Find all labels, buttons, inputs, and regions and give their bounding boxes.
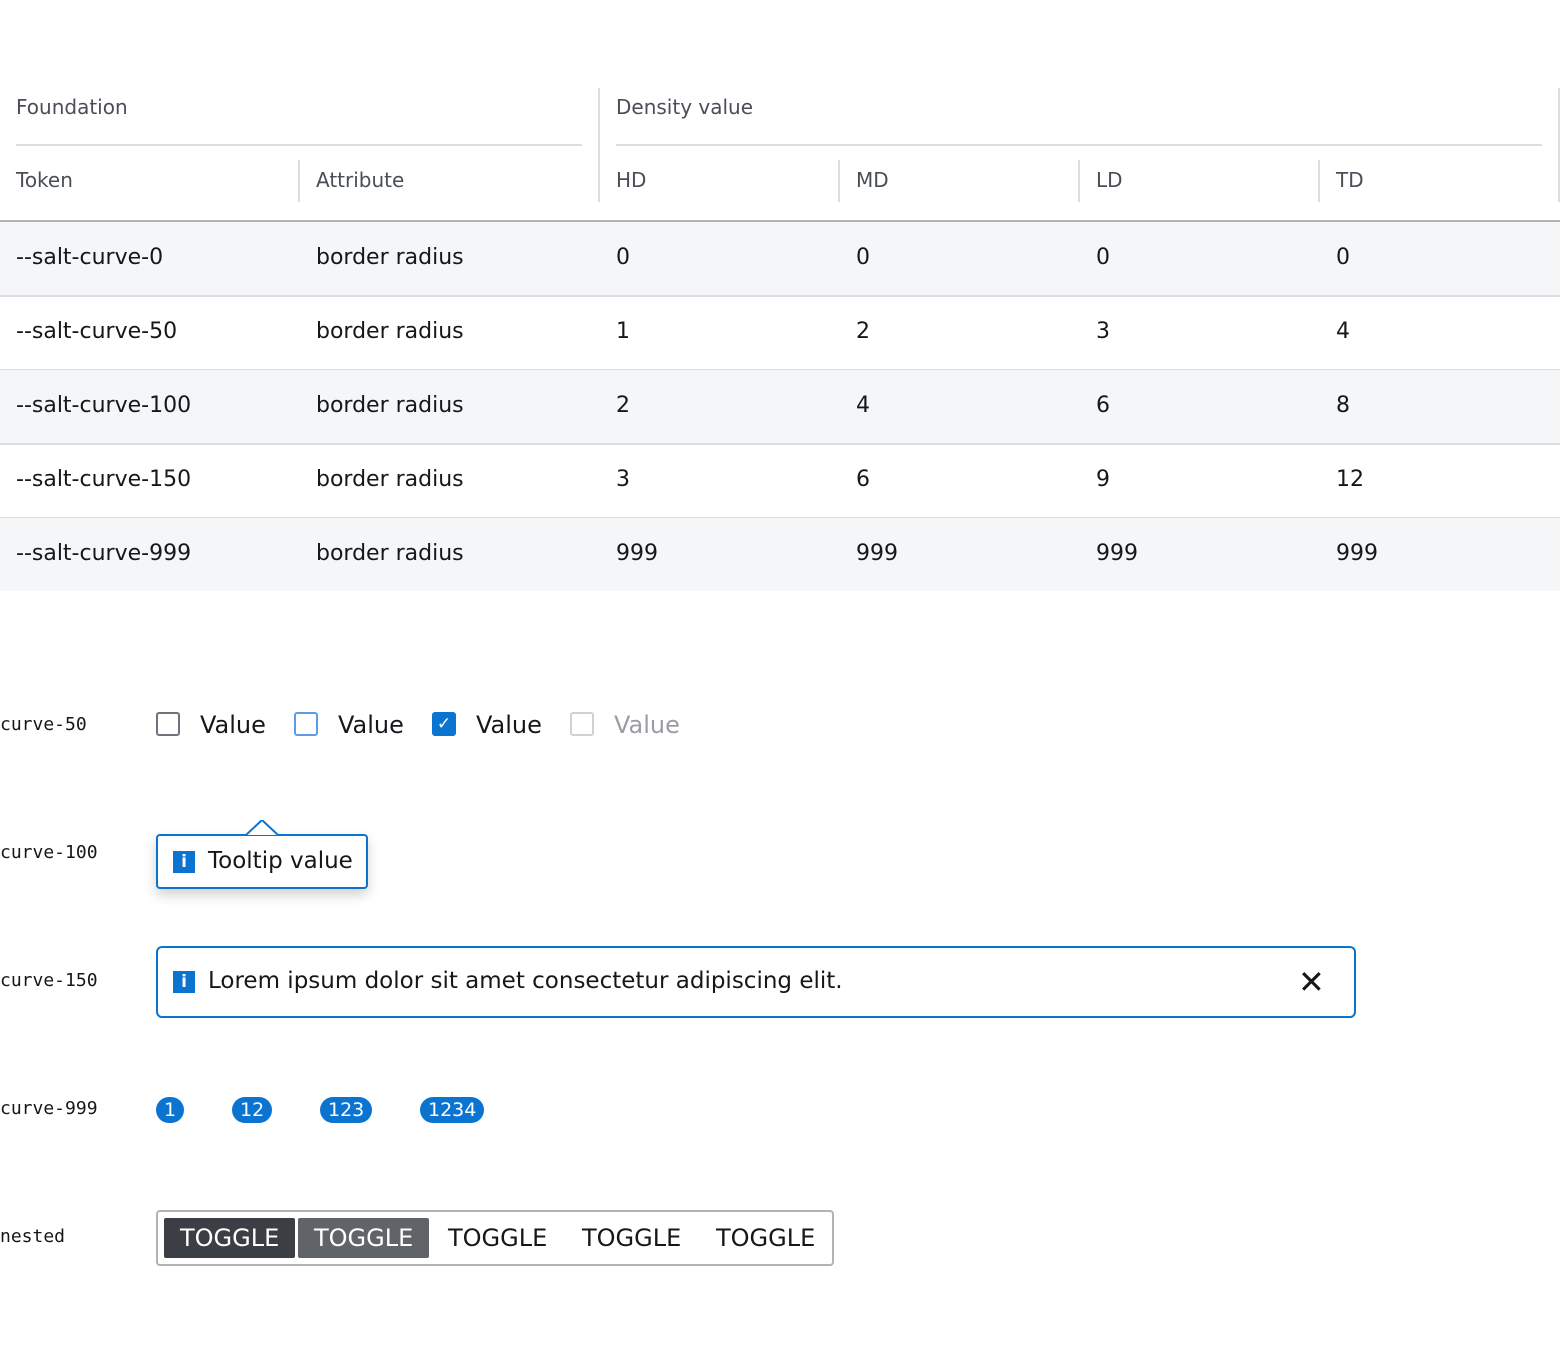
toggle-button[interactable]: TOGGLE — [716, 1224, 816, 1252]
table-cell: 6 — [1096, 393, 1110, 418]
example-label: curve-150 — [0, 970, 98, 991]
table-cell: 3 — [1096, 319, 1110, 344]
column-header-td[interactable]: TD — [1336, 168, 1364, 192]
table-cell: 0 — [1096, 245, 1110, 270]
divider — [598, 88, 600, 202]
table-cell: 999 — [856, 541, 898, 566]
table-cell: border radius — [316, 467, 464, 492]
badge: 1234 — [420, 1097, 485, 1123]
checkbox-disabled — [570, 712, 594, 736]
toggle-button-selected[interactable]: TOGGLE — [164, 1218, 296, 1258]
info-banner: i Lorem ipsum dolor sit amet consectetur… — [156, 946, 1356, 1018]
table-cell: border radius — [316, 245, 464, 270]
example-label: curve-100 — [0, 842, 98, 863]
checkbox-label: Value — [476, 711, 542, 739]
banner-text: Lorem ipsum dolor sit amet consectetur a… — [208, 968, 843, 994]
table-row: --salt-curve-50 border radius 1 2 3 4 — [0, 296, 1560, 371]
example-label: curve-50 — [0, 714, 87, 735]
example-label: curve-999 — [0, 1098, 98, 1119]
table-cell: --salt-curve-50 — [16, 319, 178, 344]
group-header-foundation: Foundation — [16, 95, 128, 119]
table-cell: border radius — [316, 393, 464, 418]
column-header-hd[interactable]: HD — [616, 168, 647, 192]
table-row: --salt-curve-999 border radius 999 999 999 99… — [0, 518, 1560, 591]
table-cell: border radius — [316, 541, 464, 566]
table-cell: 8 — [1336, 393, 1350, 418]
divider — [616, 144, 1542, 146]
table-cell: --salt-curve-150 — [16, 467, 192, 492]
table-cell: 9 — [1096, 467, 1110, 492]
table-cell: 12 — [1336, 467, 1364, 492]
toggle-button-hover[interactable]: TOGGLE — [298, 1218, 430, 1258]
table-cell: border radius — [316, 319, 464, 344]
checkbox-label: Value — [614, 711, 680, 739]
group-header-density: Density value — [616, 95, 754, 119]
toggle-button-group — [156, 1210, 834, 1266]
check-icon: ✓ — [436, 714, 452, 734]
badge: 1 — [156, 1097, 185, 1123]
column-header-md[interactable]: MD — [856, 168, 889, 192]
table-cell: 999 — [1096, 541, 1138, 566]
table-cell: 4 — [856, 393, 870, 418]
table-cell: 0 — [1336, 245, 1350, 270]
table-row: --salt-curve-150 border radius 3 6 9 12 — [0, 444, 1560, 519]
example-label: nested — [0, 1226, 66, 1247]
table-cell: 3 — [616, 467, 630, 492]
close-icon[interactable]: ✕ — [1298, 963, 1325, 1001]
checkbox-label: Value — [200, 711, 266, 739]
table-cell: --salt-curve-999 — [16, 541, 192, 566]
table-cell: 2 — [856, 319, 870, 344]
tooltip: i Tooltip value — [156, 820, 368, 889]
column-header-ld[interactable]: LD — [1096, 168, 1123, 192]
divider — [16, 144, 582, 146]
divider — [1318, 160, 1320, 202]
table-cell: 1 — [616, 319, 630, 344]
badge: 123 — [320, 1097, 373, 1123]
divider — [1558, 88, 1560, 202]
divider — [298, 160, 300, 202]
column-header-attribute[interactable]: Attribute — [316, 168, 405, 192]
header-divider — [0, 220, 1560, 222]
checkbox-hover[interactable] — [294, 712, 318, 736]
badge: 12 — [232, 1097, 273, 1123]
table-cell: 0 — [856, 245, 870, 270]
checkbox-checked[interactable]: ✓ — [432, 712, 456, 736]
table-cell: 999 — [616, 541, 658, 566]
toggle-button[interactable]: TOGGLE — [582, 1224, 682, 1252]
table-cell: 2 — [616, 393, 630, 418]
checkbox-label: Value — [338, 711, 404, 739]
table-row: --salt-curve-100 border radius 2 4 6 8 — [0, 370, 1560, 445]
table-cell: 999 — [1336, 541, 1378, 566]
divider — [838, 160, 840, 202]
table-cell: 0 — [616, 245, 630, 270]
table-row: --salt-curve-0 border radius 0 0 0 0 — [0, 222, 1560, 297]
divider — [1078, 160, 1080, 202]
checkbox-unchecked[interactable] — [156, 712, 180, 736]
column-header-token[interactable]: Token — [16, 168, 73, 192]
table-cell: --salt-curve-100 — [16, 393, 192, 418]
table-cell: 4 — [1336, 319, 1350, 344]
table-cell: --salt-curve-0 — [16, 245, 164, 270]
info-icon: i — [173, 971, 195, 993]
tooltip-text: Tooltip value — [208, 848, 353, 874]
toggle-button[interactable]: TOGGLE — [448, 1224, 548, 1252]
table-cell: 6 — [856, 467, 870, 492]
info-icon: i — [173, 851, 195, 873]
tooltip-arrow — [246, 820, 278, 836]
